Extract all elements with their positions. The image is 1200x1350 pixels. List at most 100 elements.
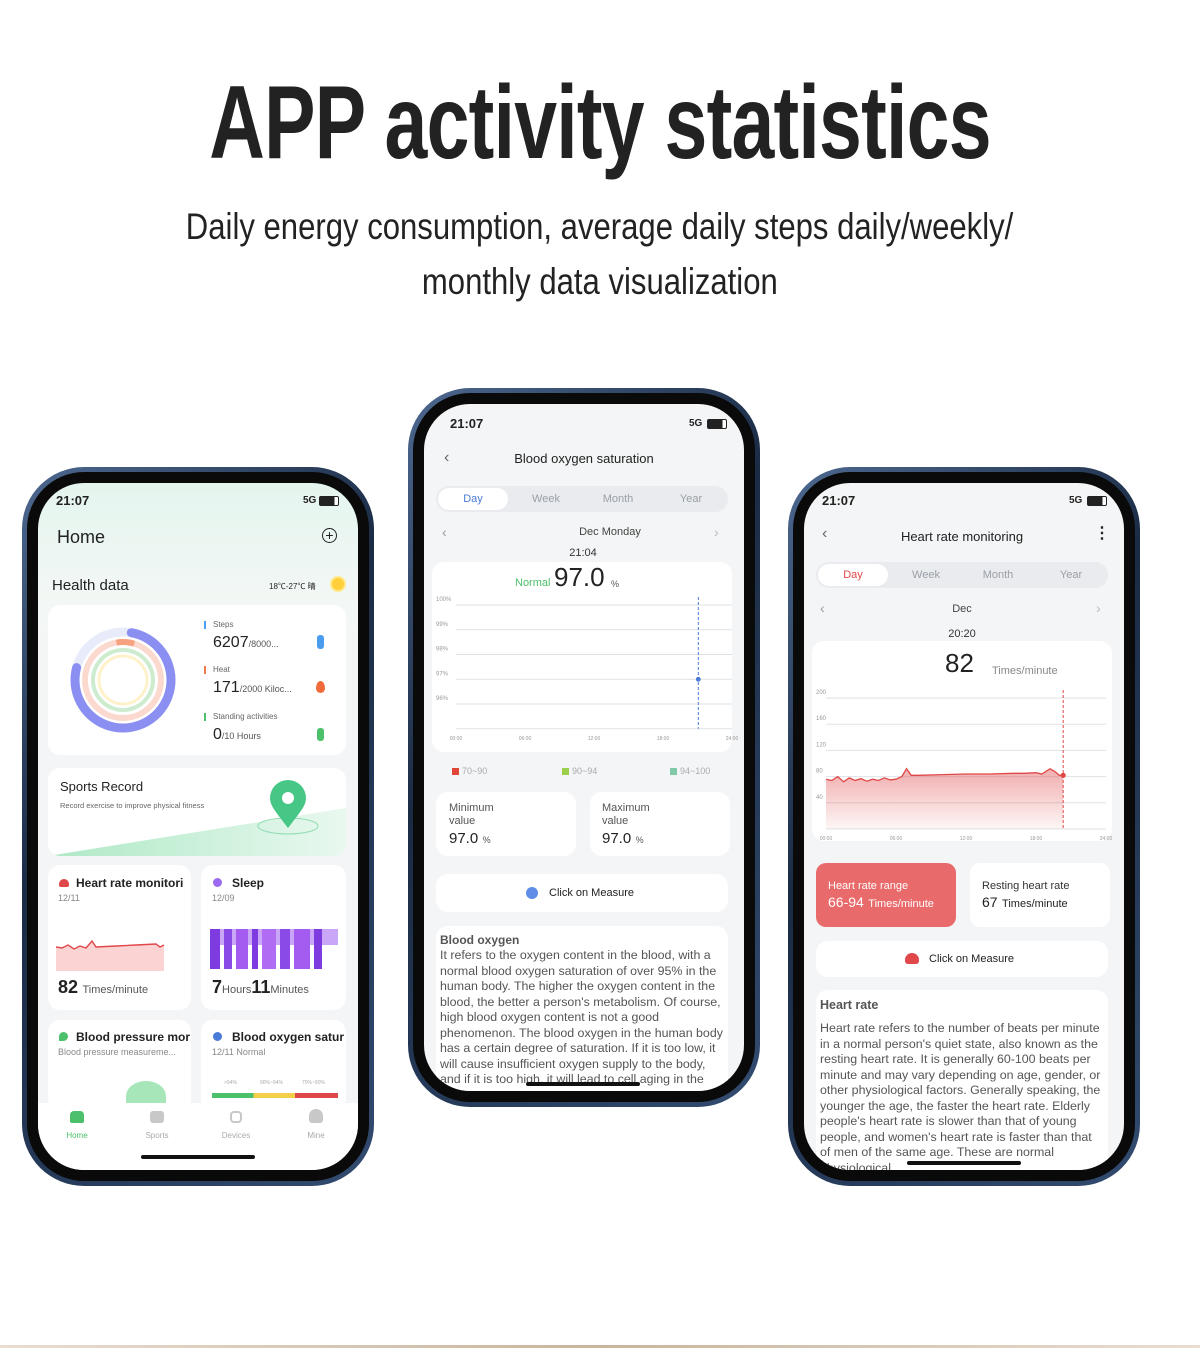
ring xyxy=(91,648,155,712)
marker xyxy=(204,621,206,629)
ring xyxy=(82,639,164,721)
home-indicator xyxy=(141,1155,255,1159)
mini-line xyxy=(56,939,165,950)
card-date: 12/11 xyxy=(58,893,80,903)
subtitle: Daily energy consumption, average daily … xyxy=(186,206,1014,247)
next-button[interactable]: › xyxy=(1096,600,1101,616)
measure-label[interactable]: Click on Measure xyxy=(929,953,1014,965)
tabs: Day Week Month Year xyxy=(436,486,728,512)
tab[interactable]: Month xyxy=(602,493,634,505)
nav-label[interactable]: Mine xyxy=(307,1131,325,1140)
screen-title: Blood oxygen saturation xyxy=(514,451,654,466)
legend-label: 94~100 xyxy=(680,766,711,776)
nav-label[interactable]: Sports xyxy=(145,1131,169,1140)
sports-graphic xyxy=(48,780,346,856)
info-text: It refers to the oxygen content in the b… xyxy=(440,948,723,1091)
line xyxy=(825,767,1064,783)
info-title: Heart rate xyxy=(820,998,879,1012)
min-card xyxy=(436,792,576,856)
item-value: 0 xyxy=(213,726,222,743)
x-tick-label: 06:00 xyxy=(890,836,903,842)
y-tick-label: 200 xyxy=(816,690,827,696)
heart-card[interactable] xyxy=(48,865,191,1010)
x-tick-label: 00:00 xyxy=(450,736,463,742)
info-title: Blood oxygen xyxy=(440,933,520,947)
back-button[interactable]: ‹ xyxy=(444,449,450,466)
y-tick-label: 100% xyxy=(436,597,452,603)
stat-value-row: 97.0 % xyxy=(449,830,491,848)
line-area xyxy=(826,768,1064,829)
item-unit: /2000 Kiloc... xyxy=(239,684,292,694)
tab[interactable]: Day xyxy=(463,493,483,505)
measure-button[interactable] xyxy=(816,941,1108,977)
marker xyxy=(204,666,206,674)
tab[interactable]: Year xyxy=(1059,569,1083,581)
tab[interactable]: Week xyxy=(532,493,560,505)
weather: 18℃-27℃ 晴 xyxy=(269,582,316,591)
heart-chart: 40 80 120 160 200 00:00 06:00 12:00 18:00 24:00 xyxy=(816,690,1112,842)
card-title: Blood oxygen satur xyxy=(232,1030,345,1044)
nav-icon[interactable] xyxy=(70,1111,84,1123)
x-tick-label: 06:00 xyxy=(519,736,532,742)
nav-icon[interactable] xyxy=(230,1111,242,1123)
item-unit: /10 Hours xyxy=(221,731,261,741)
heart-icon xyxy=(59,879,69,887)
network: 5G xyxy=(689,418,703,429)
y-tick-label: 99% xyxy=(436,622,449,628)
sleep-block xyxy=(236,929,248,969)
heat-icon xyxy=(316,681,325,693)
tab[interactable]: Year xyxy=(679,493,703,505)
reading-value: 97.0 xyxy=(554,562,605,592)
tab[interactable]: Day xyxy=(843,569,863,581)
mini-area xyxy=(56,941,164,971)
item-value-row: 6207/8000... xyxy=(213,634,279,652)
tab[interactable]: Week xyxy=(912,569,940,581)
nav-icon[interactable] xyxy=(150,1111,164,1123)
y-tick-label: 120 xyxy=(816,742,827,748)
menu-button[interactable]: ⋮ xyxy=(1094,525,1110,542)
status-time: 21:07 xyxy=(56,493,90,508)
back-button[interactable]: ‹ xyxy=(822,525,828,542)
stand-icon xyxy=(317,728,324,741)
date: Dec xyxy=(952,603,972,615)
pressure-card[interactable] xyxy=(48,1020,191,1110)
measure-label[interactable]: Click on Measure xyxy=(549,887,634,899)
tabs: Day Week Month Year xyxy=(816,562,1108,588)
sleep-icon xyxy=(213,878,222,887)
card-title: Heart rate monitori xyxy=(76,876,184,890)
card-value-row: 82 Times/minute xyxy=(58,977,148,998)
stat-unit: % xyxy=(482,835,491,845)
x-tick-label: 12:00 xyxy=(588,736,601,742)
resting-card xyxy=(970,863,1110,927)
next-button[interactable]: › xyxy=(714,524,719,540)
legend-swatch xyxy=(562,768,569,775)
nav-label[interactable]: Home xyxy=(66,1131,88,1140)
range-bar xyxy=(212,1093,338,1098)
title-wrap: APP activity statistics xyxy=(0,64,1200,183)
chart-card xyxy=(432,562,732,752)
prev-button[interactable]: ‹ xyxy=(442,524,447,540)
item-value: 171 xyxy=(213,679,240,696)
card-subtitle: 12/11 Normal xyxy=(212,1047,266,1057)
x-tick-label: 00:00 xyxy=(820,836,833,842)
section-title: Health data xyxy=(52,577,129,594)
item-value-row: 0/10 Hours xyxy=(213,726,261,744)
activity-rings xyxy=(70,627,176,733)
info-text: Heart rate refers to the number of beats… xyxy=(820,1021,1101,1170)
prev-button[interactable]: ‹ xyxy=(820,600,825,616)
reading-unit: Times/minute xyxy=(992,665,1058,677)
measure-icon xyxy=(526,887,538,899)
measure-button[interactable] xyxy=(436,874,728,912)
stat-label: Minimum value xyxy=(449,802,494,827)
x-tick-label: 24:00 xyxy=(726,736,739,742)
card-date: 12/09 xyxy=(212,893,235,903)
y-tick-label: 40 xyxy=(816,795,823,801)
status: Normal xyxy=(515,577,551,589)
sports-card[interactable] xyxy=(48,768,346,856)
nav-label[interactable]: Devices xyxy=(221,1131,251,1140)
add-button[interactable]: + xyxy=(322,528,337,543)
tab[interactable]: Month xyxy=(982,569,1014,581)
tab-selected xyxy=(818,564,888,586)
nav-icon[interactable] xyxy=(309,1109,323,1123)
sports-ramp xyxy=(48,808,346,856)
